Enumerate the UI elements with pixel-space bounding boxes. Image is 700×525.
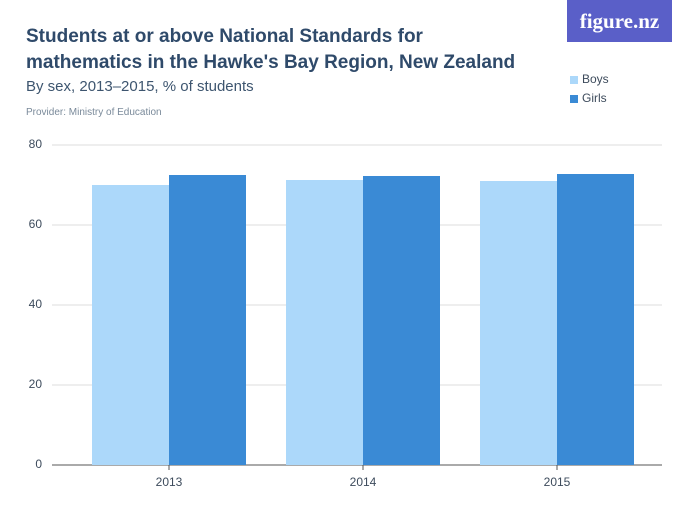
x-tick-label: 2014 xyxy=(350,475,377,489)
y-tick-label: 0 xyxy=(35,457,42,471)
x-tick-label: 2015 xyxy=(544,475,571,489)
legend-label: Girls xyxy=(582,91,607,105)
bar xyxy=(363,176,440,465)
y-tick-label: 80 xyxy=(29,137,43,151)
bar xyxy=(169,175,246,465)
bar xyxy=(92,185,169,465)
bar xyxy=(557,174,634,465)
chart-subtitle: By sex, 2013–2015, % of students xyxy=(26,78,254,95)
chart-title: Students at or above National Standards … xyxy=(26,26,516,73)
x-tick-label: 2013 xyxy=(156,475,183,489)
legend-swatch xyxy=(570,95,578,103)
y-tick-label: 20 xyxy=(29,377,43,391)
bar xyxy=(286,180,363,465)
legend-label: Boys xyxy=(582,72,609,86)
legend-swatch xyxy=(570,76,578,84)
logo[interactable]: figure.nz xyxy=(567,0,672,42)
y-tick-label: 60 xyxy=(29,217,43,231)
y-tick-label: 40 xyxy=(29,297,43,311)
bar xyxy=(480,181,557,465)
provider: Provider: Ministry of Education xyxy=(26,107,162,118)
